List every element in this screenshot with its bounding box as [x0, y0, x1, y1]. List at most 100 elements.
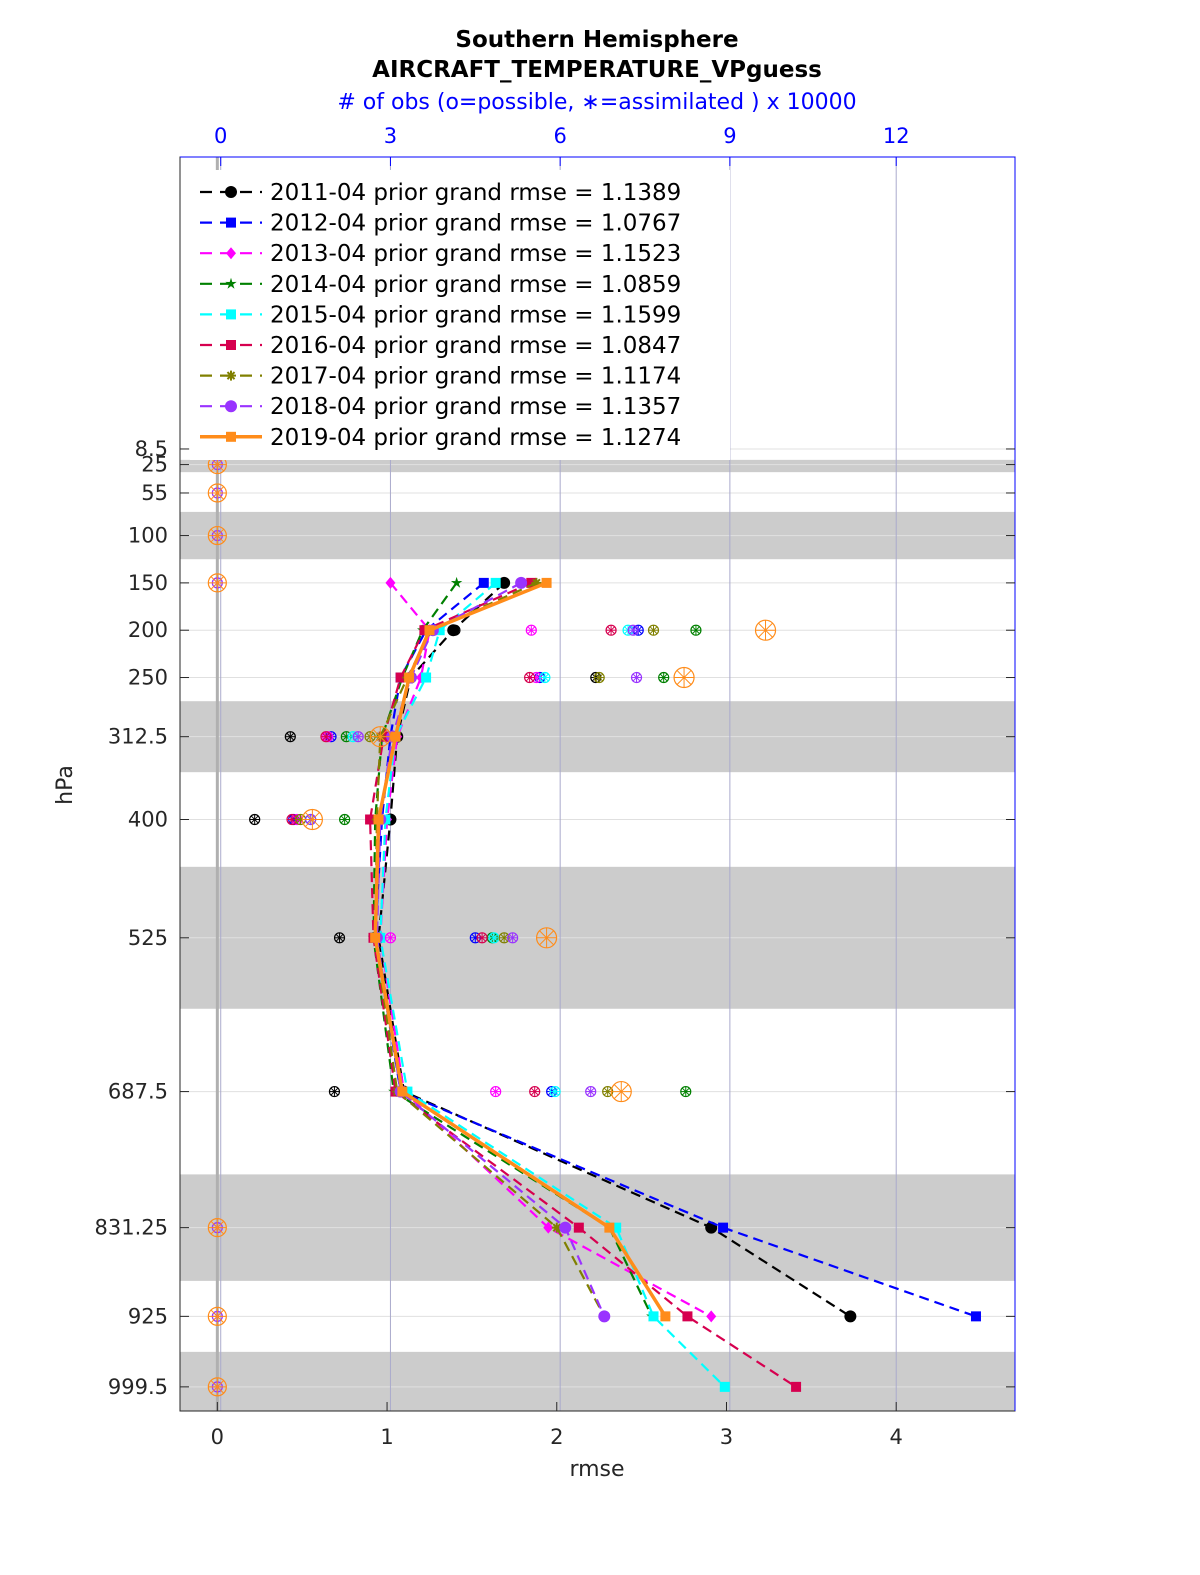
legend-label: 2012-04 prior grand rmse = 1.0767 [270, 211, 681, 237]
asterisk-stroke [540, 673, 549, 682]
asterisk-stroke [451, 626, 459, 635]
asterisk-stroke [335, 933, 344, 942]
obs-assimilated-marker [648, 625, 659, 636]
legend-box [190, 170, 730, 460]
asterisk-stroke [676, 670, 692, 685]
rmse-point [541, 577, 552, 588]
rmse-point [515, 576, 528, 589]
asterisk-stroke [607, 626, 615, 635]
asterisk-stroke [286, 732, 295, 741]
chart-subtitle: AIRCRAFT_TEMPERATURE_VPguess [372, 57, 822, 83]
rmse-point [559, 1221, 572, 1234]
obs-assimilated-marker [329, 1086, 340, 1097]
asterisk-stroke [322, 732, 330, 741]
y-tick-label: 525 [128, 926, 168, 950]
top-tick-label: 3 [384, 124, 397, 148]
legend-entry: 2013-04 prior grand rmse = 1.1523 [200, 241, 681, 267]
shaded-bands [180, 459, 1015, 1411]
rmse-point [365, 814, 376, 825]
asterisk-stroke [508, 933, 517, 942]
legend-entry: 2015-04 prior grand rmse = 1.1599 [200, 302, 681, 328]
rmse-point [390, 731, 401, 742]
legend-entry: 2014-04 prior grand rmse = 1.0859 [200, 272, 681, 298]
top-tick-label: 6 [553, 124, 566, 148]
obs-assimilated-marker [606, 625, 617, 636]
series-line [379, 582, 726, 1388]
legend-marker [225, 277, 237, 289]
y-tick-label: 25 [141, 453, 168, 477]
obs-assimilated-marker [536, 927, 557, 948]
obs-assimilated-marker [302, 809, 323, 830]
asterisk-stroke [330, 1087, 339, 1096]
rmse-point [395, 672, 406, 683]
obs-assimilated-marker [539, 672, 550, 683]
asterisk-stroke [210, 576, 225, 590]
asterisk-stroke [210, 1220, 225, 1235]
obs-assimilated-marker [631, 672, 642, 683]
asterisk-stroke [586, 1087, 595, 1096]
obs-assimilated-marker [628, 625, 639, 636]
y-tick-label: 999.5 [108, 1375, 168, 1399]
obs-series-1 [249, 624, 602, 1098]
obs-series-6 [286, 624, 617, 1098]
obs-assimilated-marker [594, 672, 605, 683]
rmse-point [844, 1310, 857, 1323]
obs-assimilated-marker [208, 573, 227, 592]
obs-series-3 [291, 624, 543, 1098]
asterisk-stroke [552, 1223, 562, 1232]
obs-assimilated-marker [490, 1086, 501, 1097]
asterisk-stroke [500, 933, 509, 942]
obs-assimilated-marker [385, 932, 396, 943]
rmse-point [573, 1222, 584, 1233]
obs-assimilated-marker [208, 1307, 227, 1326]
legend-entry: 2012-04 prior grand rmse = 1.0767 [200, 211, 681, 237]
obs-series-5 [305, 624, 634, 1098]
legend-label: 2017-04 prior grand rmse = 1.1174 [270, 364, 681, 390]
y-tick-label: 100 [128, 524, 168, 548]
asterisk-stroke [210, 528, 225, 543]
asterisk-stroke [354, 732, 363, 741]
obs-assimilated-marker [585, 1086, 596, 1097]
series-line [368, 581, 797, 1388]
obs-assimilated-marker [526, 625, 537, 636]
y-tick-label: 831.25 [95, 1216, 168, 1240]
rmse-point [434, 625, 445, 636]
rmse-point [970, 1311, 981, 1322]
shaded-band [180, 459, 1015, 473]
asterisk-stroke [530, 1087, 539, 1096]
asterisk-stroke [210, 1309, 225, 1324]
asterisk-stroke [527, 626, 536, 635]
obs-assimilated-marker [611, 1081, 632, 1102]
obs-assimilated-marker [208, 526, 227, 545]
asterisk-stroke [603, 1087, 612, 1096]
legend-label: 2015-04 prior grand rmse = 1.1599 [270, 302, 681, 328]
obs-assimilated-marker [208, 483, 227, 502]
top-tick-label: 12 [883, 124, 910, 148]
legend-marker [225, 186, 237, 198]
rmse-point [370, 932, 381, 943]
rmse-point [402, 1086, 413, 1097]
asterisk-stroke [692, 626, 700, 635]
obs-assimilated-marker [449, 625, 460, 636]
y-tick-label: 687.5 [108, 1080, 168, 1104]
asterisk-stroke [629, 626, 638, 635]
asterisk-stroke [532, 578, 541, 588]
asterisk-stroke [372, 729, 388, 745]
rmse-point [682, 1311, 693, 1322]
asterisk-stroke [681, 1087, 690, 1096]
rmse-point [450, 576, 463, 588]
legend-entry: 2016-04 prior grand rmse = 1.0847 [200, 333, 681, 359]
asterisk-stroke [288, 815, 296, 824]
rmse-point [419, 625, 430, 636]
asterisk-stroke [340, 815, 349, 824]
series-9 [370, 577, 671, 1322]
rmse-point [397, 1086, 408, 1097]
legend-marker [226, 309, 236, 320]
obs-assimilated-marker [370, 726, 391, 747]
legend-marker [226, 247, 236, 260]
asterisk-stroke [386, 933, 395, 942]
legend-marker [226, 217, 236, 228]
rmse-point [385, 576, 396, 589]
rmse-point [648, 1311, 659, 1322]
